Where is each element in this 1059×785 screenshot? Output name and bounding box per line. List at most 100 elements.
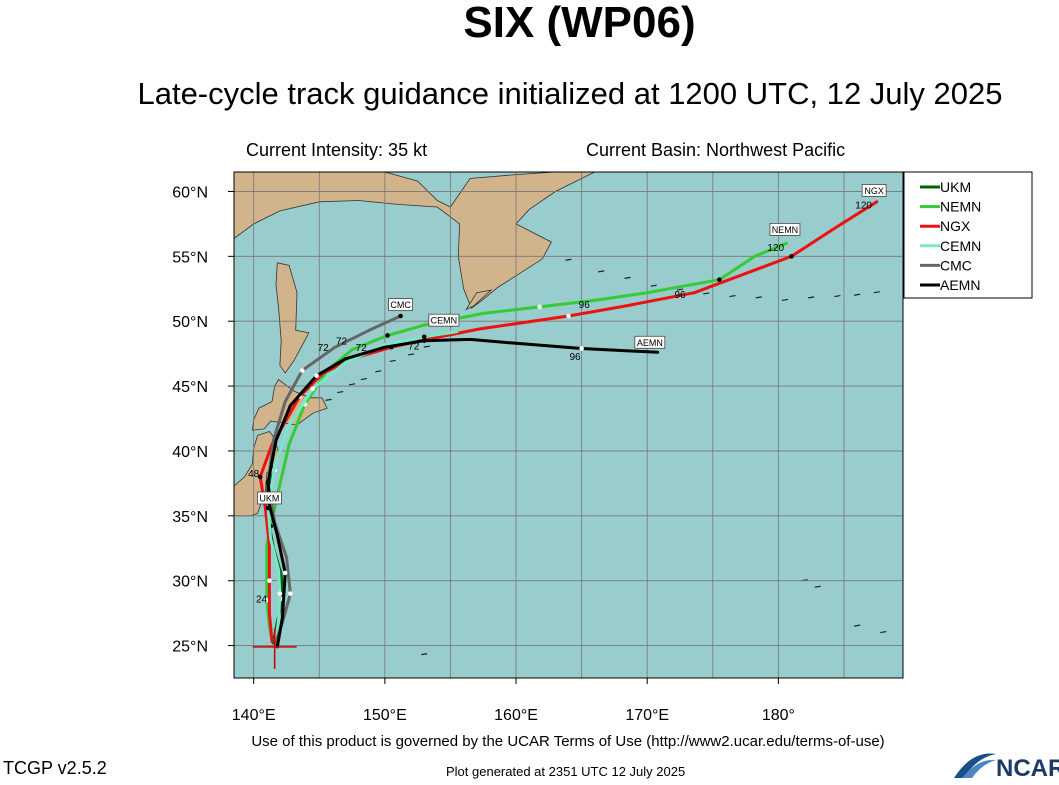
terms-of-use: Use of this product is governed by the U… xyxy=(251,733,885,750)
track-point-aemn-8 xyxy=(314,373,319,378)
legend-label-nemn: NEMN xyxy=(940,199,981,215)
track-point-aemn-11 xyxy=(421,338,427,343)
tag-label-ngx: NGX xyxy=(864,186,884,196)
x-tick-label-150: 150°E xyxy=(363,707,407,724)
tag-label-cmc: CMC xyxy=(390,300,411,310)
island-2 xyxy=(348,383,356,386)
island-21 xyxy=(853,293,861,296)
forecast-hour-labels: 24 48 72 72 72 72 96 96 96 120 120 xyxy=(248,200,872,605)
island-11 xyxy=(598,270,605,273)
legend-label-aemn: AEMN xyxy=(940,277,980,293)
track-point-cemn-8 xyxy=(310,386,316,391)
track-point-cemn-11 xyxy=(421,334,427,340)
island-5 xyxy=(389,359,396,363)
y-tick-label-30: 30°N xyxy=(172,574,208,591)
y-tick-label-60: 60°N xyxy=(172,184,208,201)
island-12 xyxy=(624,276,631,279)
tag-label-ukm: UKM xyxy=(259,493,279,503)
island-18 xyxy=(781,298,789,302)
track-point-aemn-5 xyxy=(265,479,271,485)
hour-label-1: 48 xyxy=(248,469,260,480)
track-nemn xyxy=(265,241,788,642)
generated-timestamp: Plot generated at 2351 UTC 12 July 2025 xyxy=(446,764,686,779)
version-label: TCGP v2.5.2 xyxy=(3,758,107,778)
island-3 xyxy=(360,377,367,381)
initial-position-marker xyxy=(252,628,297,669)
hour-label-6: 96 xyxy=(579,300,591,311)
track-point-cmc-8 xyxy=(299,368,305,373)
hour-label-9: 120 xyxy=(767,243,784,254)
grid-lines xyxy=(234,172,903,678)
island-17 xyxy=(755,296,762,299)
y-tick-label-55: 55°N xyxy=(172,249,208,266)
hour-label-2: 72 xyxy=(318,343,330,354)
island-24 xyxy=(814,585,821,588)
track-point-cmc-2 xyxy=(288,591,293,596)
legend-label-ngx: NGX xyxy=(940,218,971,234)
legend-label-ukm: UKM xyxy=(940,179,971,195)
island-16 xyxy=(729,294,736,298)
island-0 xyxy=(325,398,332,401)
island-13 xyxy=(650,284,657,287)
ncar-logo-text: NCAR xyxy=(996,755,1059,780)
hour-label-0: 24 xyxy=(256,595,268,606)
island-10 xyxy=(565,258,572,261)
island-20 xyxy=(834,294,841,298)
land-asia-mainland xyxy=(234,172,595,309)
hour-label-3: 72 xyxy=(336,337,348,348)
tag-label-aemn: AEMN xyxy=(637,338,663,348)
tag-label-cemn: CEMN xyxy=(431,316,458,326)
x-tick-label-160: 160°E xyxy=(494,707,538,724)
track-aemn xyxy=(266,337,660,649)
tag-box-cemn xyxy=(428,313,460,327)
ncar-logo: NCAR xyxy=(952,748,1059,782)
island-27 xyxy=(421,653,428,656)
legend-box xyxy=(903,171,1033,299)
island-25 xyxy=(853,624,861,627)
tag-label-nemn: NEMN xyxy=(772,225,799,235)
track-point-aemn-2 xyxy=(282,570,288,576)
tag-box-aemn xyxy=(634,335,666,349)
track-point-nemn-11 xyxy=(385,333,390,338)
axes: 140°E 150°E 160°E 170°E 180° 25°N 30°N 35°N 40°N… xyxy=(172,184,795,724)
x-tick-label-140: 140°E xyxy=(232,707,276,724)
island-7 xyxy=(423,345,430,348)
y-tick-label-40: 40°N xyxy=(172,444,208,461)
hour-label-5: 72 xyxy=(408,342,420,353)
hour-label-7: 96 xyxy=(674,290,686,301)
y-tick-label-45: 45°N xyxy=(172,379,208,396)
chart-subtitle: Late-cycle track guidance initialized at… xyxy=(137,76,1003,111)
tag-box-ukm xyxy=(257,491,282,505)
hour-label-4: 72 xyxy=(356,343,368,354)
legend-label-cmc: CMC xyxy=(940,257,972,273)
forecast-tracks xyxy=(257,200,879,649)
island-26 xyxy=(880,630,887,634)
x-tick-label-180: 180° xyxy=(762,707,795,724)
legend-label-cemn: CEMN xyxy=(940,238,981,254)
track-point-cemn-2 xyxy=(277,591,283,596)
current-intensity: Current Intensity: 35 kt xyxy=(246,140,428,160)
current-basin: Current Basin: Northwest Pacific xyxy=(586,140,846,160)
hour-label-8: 96 xyxy=(569,352,581,363)
y-tick-label-25: 25°N xyxy=(172,639,208,656)
track-point-ngx-17 xyxy=(789,254,794,259)
legend: UKM NEMN NGX CEMN CMC AEMN xyxy=(903,171,1033,299)
track-point-ngx-2 xyxy=(267,578,272,583)
land-kamchatka-tip xyxy=(465,289,493,311)
island-4 xyxy=(375,370,382,373)
island-14 xyxy=(676,288,684,291)
y-tick-label-50: 50°N xyxy=(172,314,208,331)
track-point-ngx-5 xyxy=(257,474,263,480)
track-ngx xyxy=(258,200,879,644)
land-sakhalin xyxy=(275,262,310,374)
track-point-aemn-14 xyxy=(579,346,584,351)
tag-box-ngx xyxy=(861,184,887,197)
plot-frame xyxy=(233,171,904,679)
track-point-ngx-14 xyxy=(566,313,571,319)
island-15 xyxy=(703,292,710,295)
island-19 xyxy=(808,296,815,299)
chart-title: SIX (WP06) xyxy=(463,0,696,47)
track-point-cmc-11 xyxy=(398,313,403,319)
tag-box-cmc xyxy=(388,298,413,312)
